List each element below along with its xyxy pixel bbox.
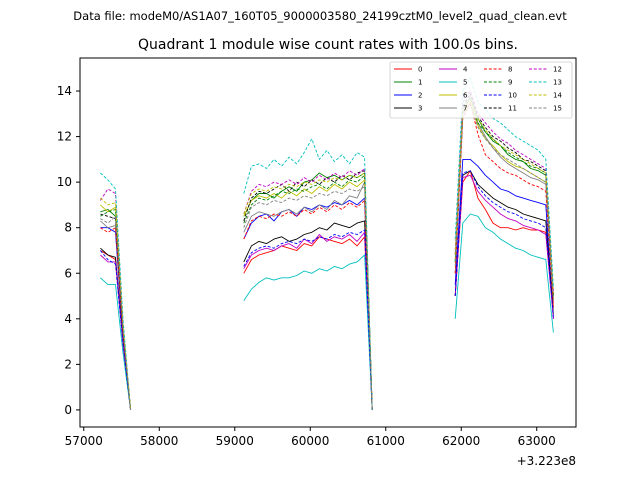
series-10-line-3 (454, 170, 554, 317)
legend-label-14: 14 (553, 92, 562, 100)
legend-label-1: 1 (418, 79, 422, 87)
y-tick-label: 14 (57, 84, 72, 98)
legend-label-4: 4 (463, 66, 468, 74)
series-9-line-2 (243, 174, 373, 410)
x-axis: 57000 58000 59000 60000 61000 62000 63000 (65, 427, 556, 448)
x-offset-label: +3.223e8 (517, 454, 576, 468)
series-5-line-3 (454, 213, 554, 333)
y-tick-label: 0 (64, 403, 72, 417)
legend-label-5: 5 (463, 79, 467, 87)
legend-label-3: 3 (418, 105, 422, 113)
series-5-line-2 (243, 254, 373, 410)
series-3-line-3 (454, 170, 554, 315)
series-5-line-1 (100, 277, 132, 410)
legend-label-2: 2 (418, 92, 422, 100)
axes-frame (79, 57, 577, 428)
legend-label-10: 10 (508, 92, 517, 100)
series-10-line-2 (243, 229, 373, 410)
figure-suptitle: Data file: modeM0/AS1A07_160T05_90000035… (73, 9, 567, 23)
y-tick-label: 8 (64, 221, 72, 235)
y-tick-label: 2 (64, 357, 72, 371)
series-4-line-2 (243, 231, 373, 410)
x-tick-label: 57000 (65, 434, 103, 448)
chart-title: Quadrant 1 module wise count rates with … (138, 37, 518, 53)
series-2-line-2 (243, 197, 373, 410)
series-14-line-1 (100, 197, 132, 410)
y-axis: 0 2 4 6 8 10 12 14 (57, 84, 80, 417)
series-11-line-2 (243, 170, 373, 410)
y-tick-label: 12 (57, 130, 72, 144)
series-13-line-2 (243, 138, 373, 410)
series-15-line-2 (243, 186, 373, 410)
legend-label-13: 13 (553, 79, 562, 87)
legend-label-0: 0 (418, 66, 422, 74)
series-4-line-3 (454, 174, 554, 319)
series-15-line-1 (100, 215, 132, 410)
series-10-line-1 (100, 250, 132, 410)
legend-label-12: 12 (553, 66, 562, 74)
x-tick-label: 59000 (216, 434, 254, 448)
legend-label-7: 7 (463, 105, 467, 113)
x-tick-label: 61000 (367, 434, 405, 448)
series-7-line-2 (243, 181, 373, 410)
plot-area (100, 76, 554, 410)
x-tick-label: 58000 (140, 434, 178, 448)
legend-label-8: 8 (508, 66, 512, 74)
y-tick-label: 6 (64, 266, 72, 280)
legend-label-15: 15 (553, 105, 562, 113)
series-2-line-3 (454, 158, 554, 319)
series-8-line-2 (243, 199, 373, 410)
x-tick-label: 60000 (291, 434, 329, 448)
legend-label-6: 6 (463, 92, 468, 100)
legend-box (389, 61, 573, 119)
legend-label-11: 11 (508, 105, 517, 113)
series-6-line-2 (243, 179, 373, 410)
x-tick-label: 63000 (518, 434, 556, 448)
series-12-line-2 (243, 168, 373, 410)
series-3-line-2 (243, 220, 373, 410)
series-8-line-1 (100, 227, 132, 410)
y-tick-label: 10 (57, 175, 72, 189)
series-11-line-3 (454, 92, 554, 294)
x-tick-label: 62000 (442, 434, 480, 448)
series-0-line-2 (243, 236, 373, 410)
series-14-line-2 (243, 172, 373, 410)
legend-label-9: 9 (508, 79, 512, 87)
y-tick-label: 4 (64, 312, 72, 326)
